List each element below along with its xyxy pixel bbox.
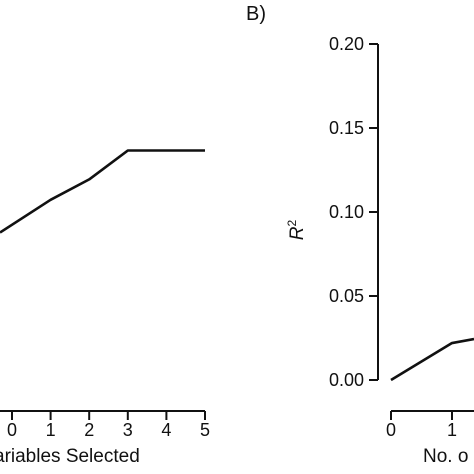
panel-b-label: B) [246, 3, 266, 25]
panel-b-x-tick-label: 0 [386, 420, 396, 440]
panel-a-x-tick-label: 1 [46, 420, 56, 440]
panel-b-y-tick-label: 0.20 [329, 34, 364, 54]
panel-a-x-tick-label: 2 [84, 420, 94, 440]
panel-a-x-tick-label: 0 [7, 420, 17, 440]
panel-a-x-tick-label: 4 [161, 420, 171, 440]
panel-a-series-line [0, 149, 205, 234]
panel-a-x-tick-label: 5 [200, 420, 210, 440]
panel-b-y-tick-label: 0.10 [329, 202, 364, 222]
panel-b-y-axis-label-superscript: 2 [285, 219, 299, 226]
panel-a: 0 1 2 3 4 5 ariables Selected [0, 149, 210, 467]
panel-b-y-axis-label-main: R [287, 226, 308, 240]
panel-a-x-ticks: 0 1 2 3 4 5 [7, 411, 210, 440]
panel-b-y-axis-label: R2 [285, 219, 308, 240]
panel-b-x-tick-label: 1 [447, 420, 457, 440]
panel-a-x-tick-label: 3 [123, 420, 133, 440]
svg-text:R2: R2 [285, 219, 308, 240]
panel-b-series-line [390, 337, 474, 382]
panel-b-y-ticks: 0.00 0.05 0.10 0.15 0.20 [329, 34, 378, 390]
panel-b-y-tick-label: 0.00 [329, 370, 364, 390]
panel-b-y-tick-label: 0.05 [329, 286, 364, 306]
panel-b-y-tick-label: 0.15 [329, 118, 364, 138]
panel-b-x-axis-label: No. o [423, 446, 468, 467]
panel-a-x-axis-label: ariables Selected [0, 446, 140, 467]
